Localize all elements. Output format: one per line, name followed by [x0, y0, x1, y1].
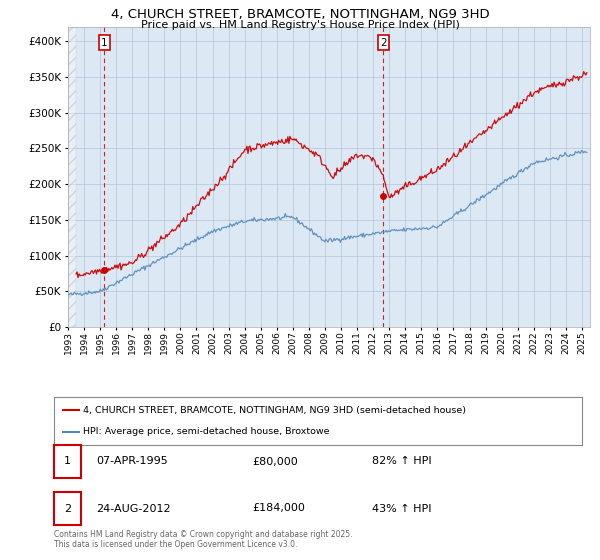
Text: 24-AUG-2012: 24-AUG-2012	[96, 503, 170, 514]
Text: 2: 2	[380, 38, 387, 48]
Text: 2: 2	[64, 503, 71, 514]
Text: 4, CHURCH STREET, BRAMCOTE, NOTTINGHAM, NG9 3HD (semi-detached house): 4, CHURCH STREET, BRAMCOTE, NOTTINGHAM, …	[83, 406, 466, 415]
Text: 1: 1	[101, 38, 108, 48]
Text: Price paid vs. HM Land Registry's House Price Index (HPI): Price paid vs. HM Land Registry's House …	[140, 20, 460, 30]
Text: £80,000: £80,000	[252, 456, 298, 466]
Text: 07-APR-1995: 07-APR-1995	[96, 456, 168, 466]
Text: 4, CHURCH STREET, BRAMCOTE, NOTTINGHAM, NG9 3HD: 4, CHURCH STREET, BRAMCOTE, NOTTINGHAM, …	[110, 8, 490, 21]
Text: HPI: Average price, semi-detached house, Broxtowe: HPI: Average price, semi-detached house,…	[83, 427, 329, 436]
Text: 82% ↑ HPI: 82% ↑ HPI	[372, 456, 431, 466]
Text: Contains HM Land Registry data © Crown copyright and database right 2025.
This d: Contains HM Land Registry data © Crown c…	[54, 530, 353, 549]
Text: 1: 1	[64, 456, 71, 466]
Text: 43% ↑ HPI: 43% ↑ HPI	[372, 503, 431, 514]
Text: £184,000: £184,000	[252, 503, 305, 514]
